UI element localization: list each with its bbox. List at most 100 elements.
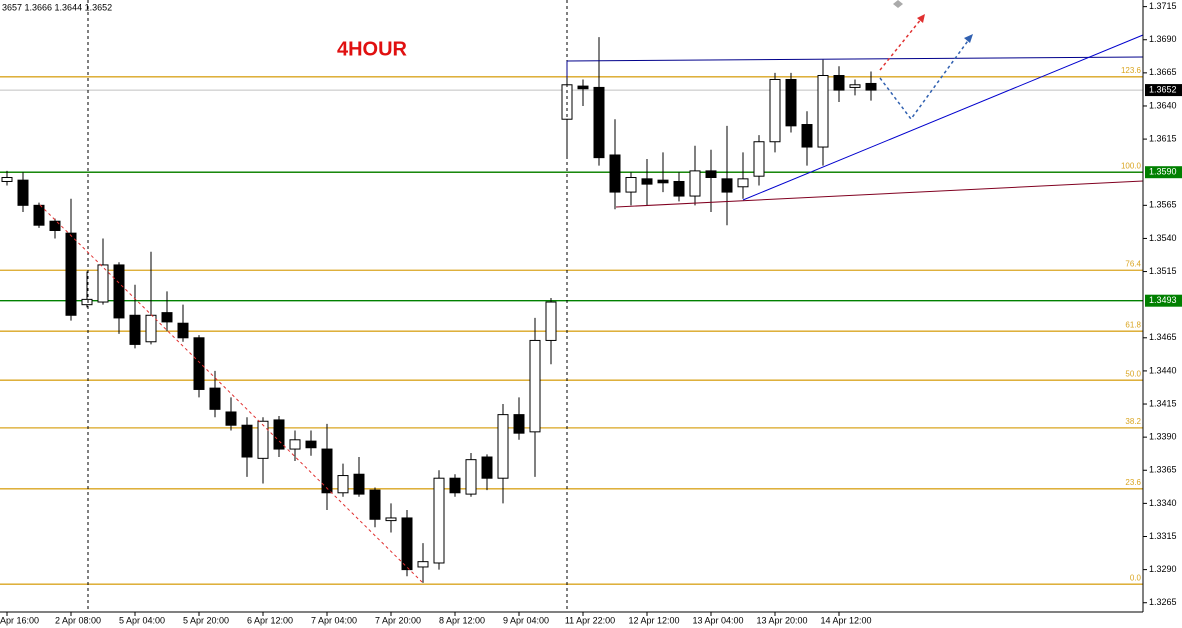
x-tick-label: 6 Apr 12:00 (247, 615, 293, 625)
candle-body (113, 264, 125, 319)
y-tick-label: 1.3415 (1149, 398, 1177, 408)
y-tick-label: 1.3640 (1149, 100, 1177, 110)
x-tick-label: 2 Apr 08:00 (55, 615, 101, 625)
candle-body (689, 170, 701, 197)
candle-body (833, 75, 845, 91)
current-price-box (1145, 84, 1182, 97)
x-tick-label: 13 Apr 04:00 (692, 615, 743, 625)
y-tick-label: 1.3265 (1149, 597, 1177, 607)
candle-body (529, 339, 541, 433)
candle-body (865, 82, 877, 91)
x-tick-label: 5 Apr 04:00 (119, 615, 165, 625)
y-tick-label: 1.3365 (1149, 465, 1177, 475)
x-tick-label: 13 Apr 20:00 (756, 615, 807, 625)
candle-body (593, 86, 605, 159)
candle-body (177, 322, 189, 339)
candle-body (625, 177, 637, 193)
candle-body (657, 179, 669, 184)
x-tick-label: 11 Apr 22:00 (565, 615, 615, 625)
candle-body (641, 178, 653, 185)
y-tick-label: 1.3340 (1149, 498, 1177, 508)
y-tick-label: 1.3715 (1149, 1, 1177, 11)
x-tick-label: 7 Apr 04:00 (311, 615, 357, 625)
candle-body (545, 301, 557, 341)
candle-body (465, 459, 477, 495)
candle-body (305, 440, 317, 449)
candle-body (65, 232, 77, 316)
candle-body (609, 154, 621, 193)
trend-line (742, 34, 1144, 201)
fib-label: 61.8 (1125, 320, 1141, 329)
candle-body (161, 312, 173, 323)
candle-body (209, 387, 221, 410)
x-tick-label: 7 Apr 20:00 (375, 615, 421, 625)
candle-body (481, 456, 493, 479)
y-tick-label: 1.3565 (1149, 200, 1177, 210)
bull-arrow (879, 17, 923, 71)
x-tick-label: 14 Apr 12:00 (820, 615, 871, 625)
candle-body (369, 489, 381, 520)
candle-body (705, 170, 717, 179)
x-tick-label: 12 Apr 12:00 (628, 615, 679, 625)
resistance-line (566, 56, 1144, 62)
candle-body (433, 477, 445, 564)
fib-label: 76.4 (1125, 259, 1141, 268)
candle-body (577, 85, 589, 90)
candle-body (513, 414, 525, 434)
price-box (1145, 166, 1182, 179)
price-box (1145, 294, 1182, 307)
fib-label: 123.6 (1121, 66, 1142, 75)
candle-body (785, 78, 797, 127)
y-tick-label: 1.3690 (1149, 34, 1177, 44)
candle-body (353, 473, 365, 495)
price-label: 1.3493 (1149, 295, 1177, 305)
fib-label: 38.2 (1125, 417, 1141, 426)
fib-label: 0.0 (1130, 573, 1142, 582)
candle-body (417, 561, 429, 568)
candle-body (737, 178, 749, 188)
candle-body (337, 475, 349, 494)
candle-body (673, 180, 685, 197)
candle-body (817, 75, 829, 148)
candle-body (721, 178, 733, 193)
y-tick-label: 1.3615 (1149, 133, 1177, 143)
fib-label: 23.6 (1125, 478, 1141, 487)
fib-label: 100.0 (1121, 161, 1142, 170)
candle-body (129, 314, 141, 345)
candle-body (401, 517, 413, 571)
y-tick-label: 1.3540 (1149, 233, 1177, 243)
candle-body (801, 124, 813, 148)
x-tick-label: 9 Apr 04:00 (503, 615, 549, 625)
candle-body (289, 439, 301, 450)
y-tick-label: 1.3665 (1149, 67, 1177, 77)
candle-body (241, 424, 253, 458)
candle-body (49, 220, 61, 231)
candle-body (385, 517, 397, 522)
bull-arrowhead (917, 14, 925, 23)
candle-body (273, 419, 285, 450)
candle-body (769, 78, 781, 143)
candle-body (225, 411, 237, 426)
marker (893, 0, 903, 8)
path-arrowhead (964, 34, 973, 43)
x-tick-label: 8 Apr 12:00 (439, 615, 485, 625)
y-tick-label: 1.3440 (1149, 365, 1177, 375)
plot (0, 37, 1143, 585)
candle-body (17, 179, 29, 206)
chart-title: 4HOUR (337, 38, 408, 60)
y-tick-label: 1.3315 (1149, 531, 1177, 541)
ohlc-header: 3657 1.3666 1.3644 1.3652 (2, 2, 112, 12)
current-price-label: 1.3652 (1149, 84, 1177, 94)
y-tick-label: 1.3290 (1149, 564, 1177, 574)
candle-body (81, 298, 93, 306)
x-tick-label: Apr 16:00 (0, 615, 39, 625)
x-tick-label: 5 Apr 20:00 (183, 615, 229, 625)
candle-body (33, 204, 45, 226)
candle-body (193, 337, 205, 390)
candle-body (321, 448, 333, 494)
candle-body (497, 414, 509, 479)
candle-body (1, 177, 13, 182)
y-tick-label: 1.3390 (1149, 432, 1177, 442)
